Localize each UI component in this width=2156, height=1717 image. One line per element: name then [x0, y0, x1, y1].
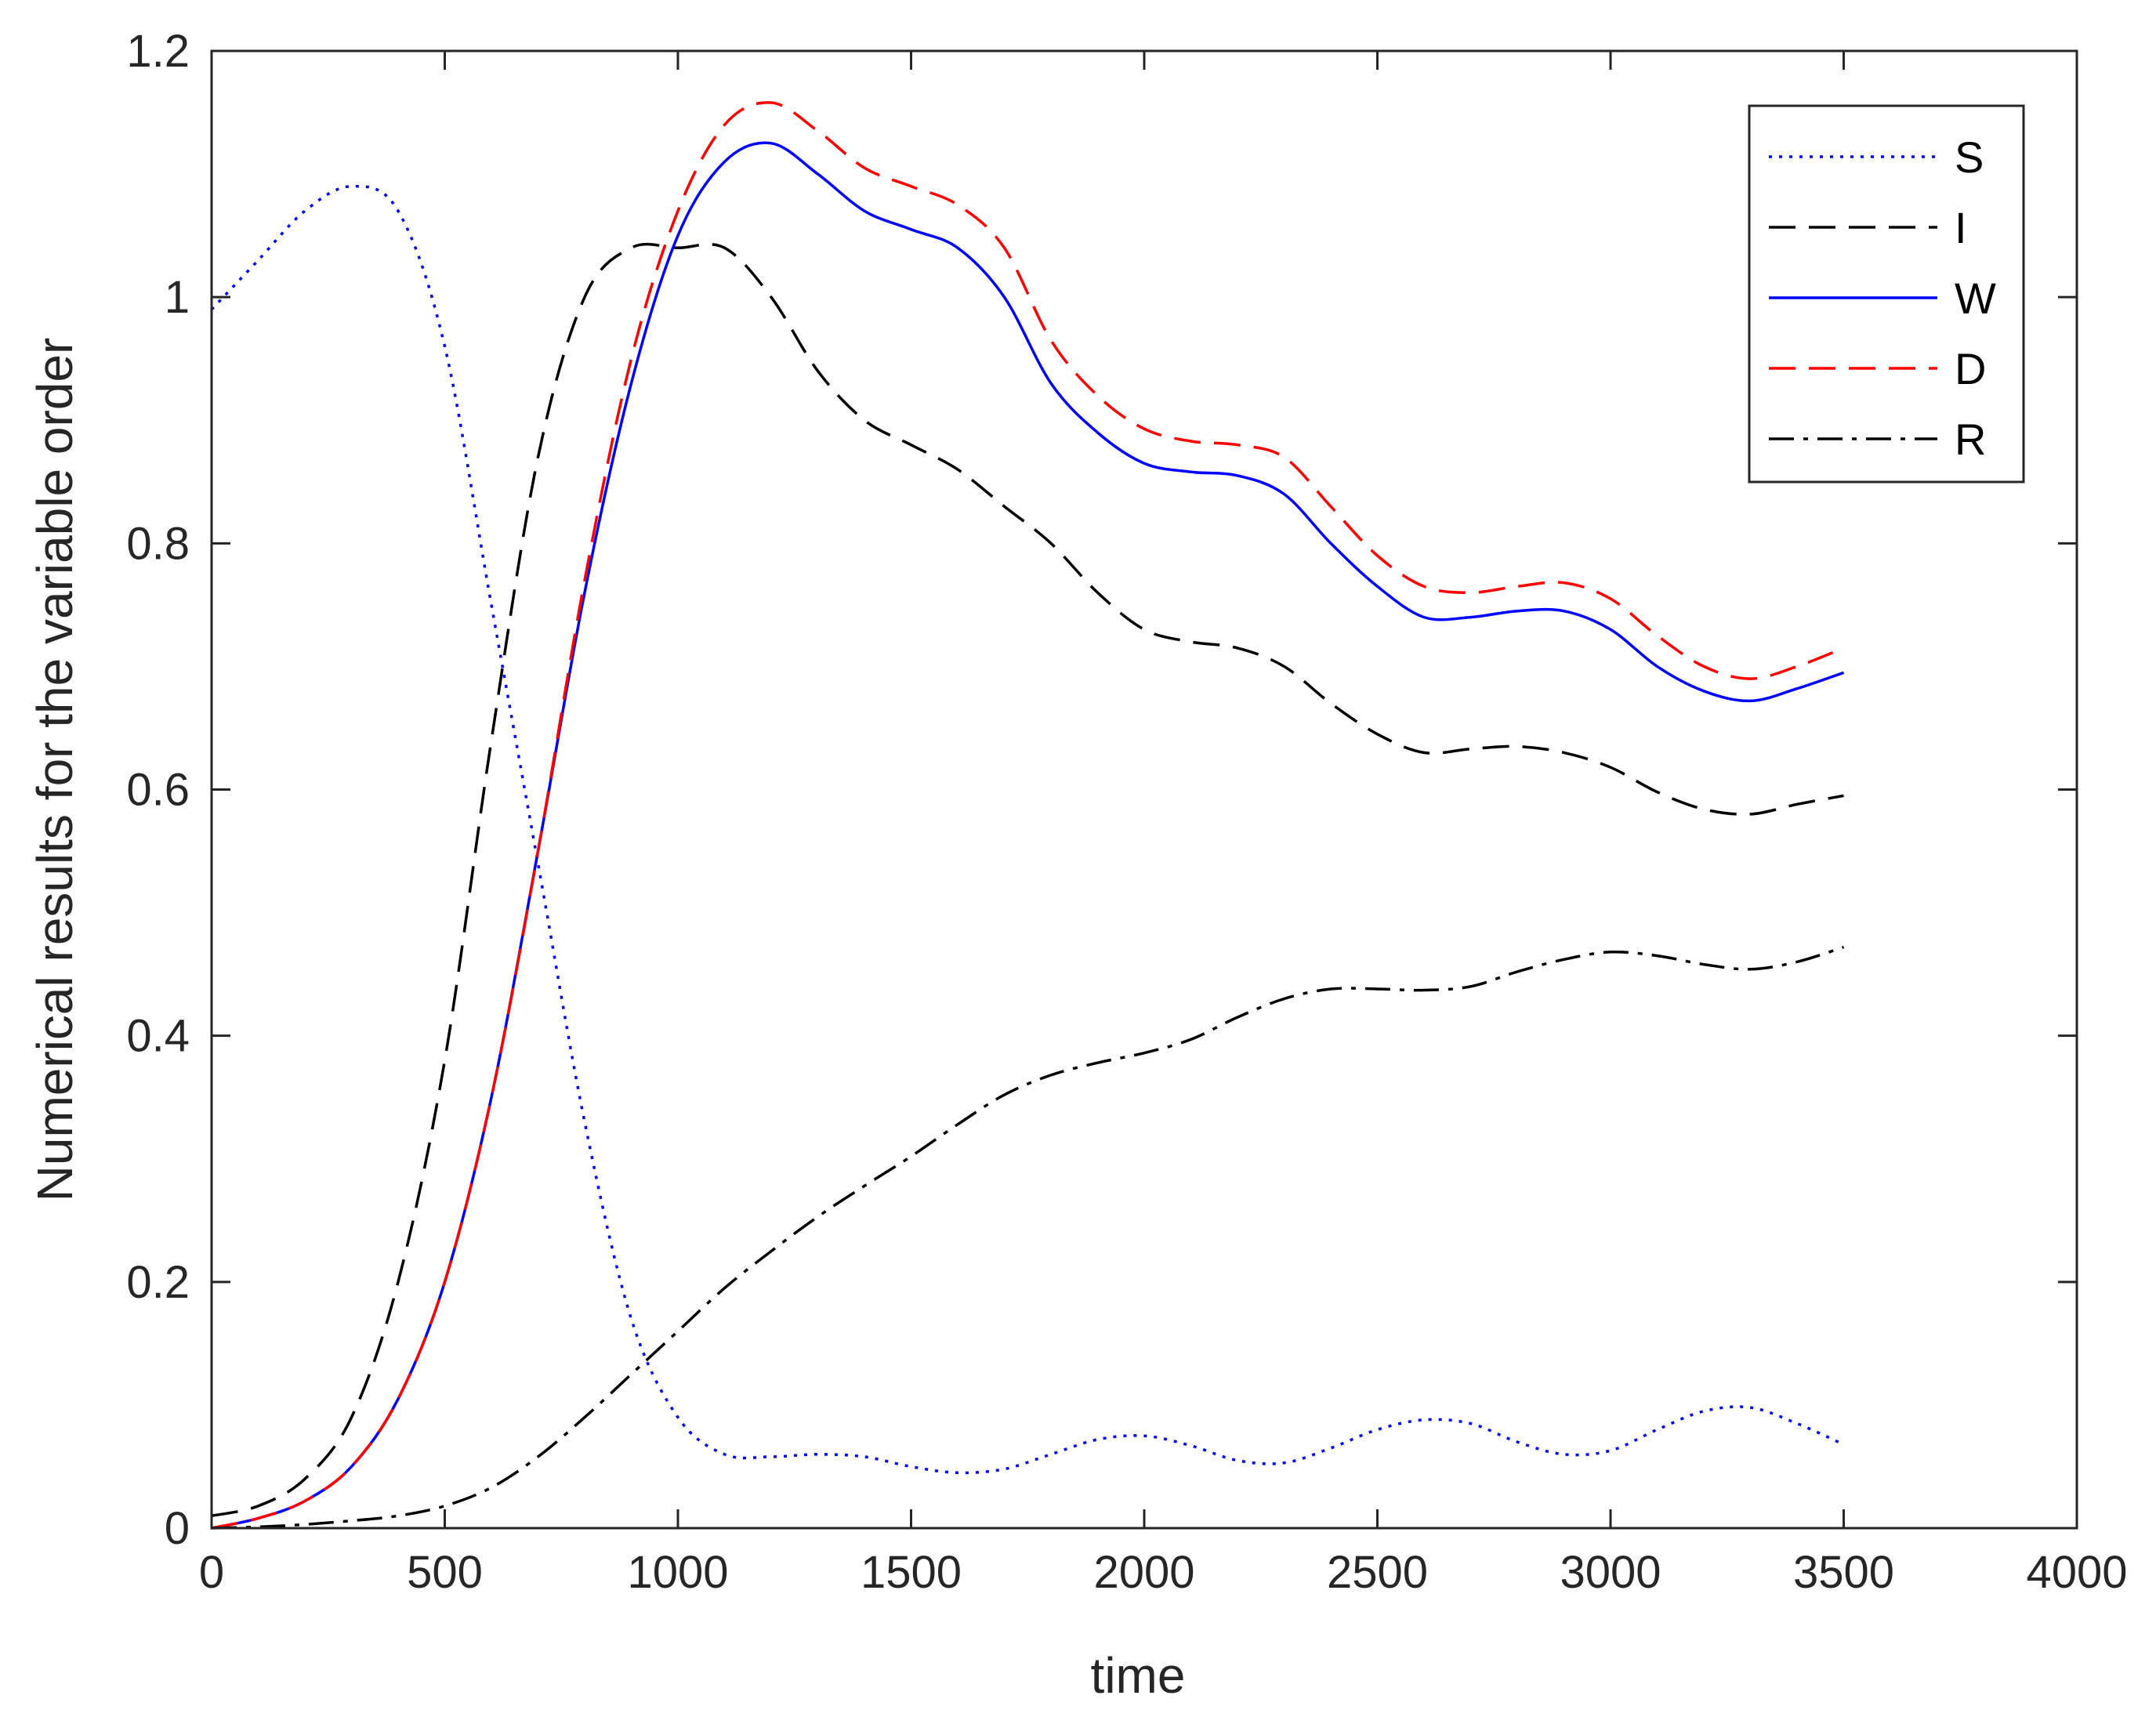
- legend-label-I: I: [1955, 203, 1967, 252]
- y-axis-label: Numerical results for the variable order: [27, 338, 83, 1202]
- series-layer: [210, 101, 1845, 1530]
- y-tick-label: 1: [165, 272, 190, 323]
- series-line-R: [211, 945, 1845, 1530]
- x-tick-label: 2500: [1327, 1547, 1428, 1598]
- x-tick-label: 1500: [861, 1547, 962, 1598]
- y-tick-label: 1.2: [126, 26, 190, 77]
- legend-box: [1748, 104, 2025, 484]
- series-line-S: [210, 185, 1845, 1475]
- x-tick-label: 500: [407, 1547, 483, 1598]
- y-tick-label: 0.6: [126, 765, 190, 816]
- series-line-W: [211, 141, 1845, 1530]
- y-tick-label: 0.2: [126, 1257, 190, 1308]
- x-tick-label: 0: [199, 1547, 224, 1598]
- x-tick-label: 4000: [2026, 1547, 2127, 1598]
- ticks-layer: 0 500 1000 1500 2000 2500 3000 3500 4000 0 0.2 0.4 0…: [126, 26, 2127, 1598]
- y-tick-label: 0: [165, 1503, 190, 1554]
- x-tick-label: 1000: [627, 1547, 728, 1598]
- series-line-I: [211, 242, 1844, 1518]
- y-tick-label: 0.4: [126, 1011, 190, 1062]
- x-tick-label: 3500: [1793, 1547, 1894, 1598]
- legend-label-S: S: [1955, 132, 1984, 182]
- x-tick-label: 2000: [1093, 1547, 1194, 1598]
- legend-label-W: W: [1955, 273, 1996, 323]
- legend-label-D: D: [1955, 344, 1986, 393]
- x-axis-label: time: [1091, 1647, 1186, 1704]
- legend-label-R: R: [1955, 415, 1986, 464]
- y-tick-label: 0.8: [126, 518, 190, 569]
- series-line-D: [211, 101, 1845, 1530]
- x-tick-label: 3000: [1560, 1547, 1661, 1598]
